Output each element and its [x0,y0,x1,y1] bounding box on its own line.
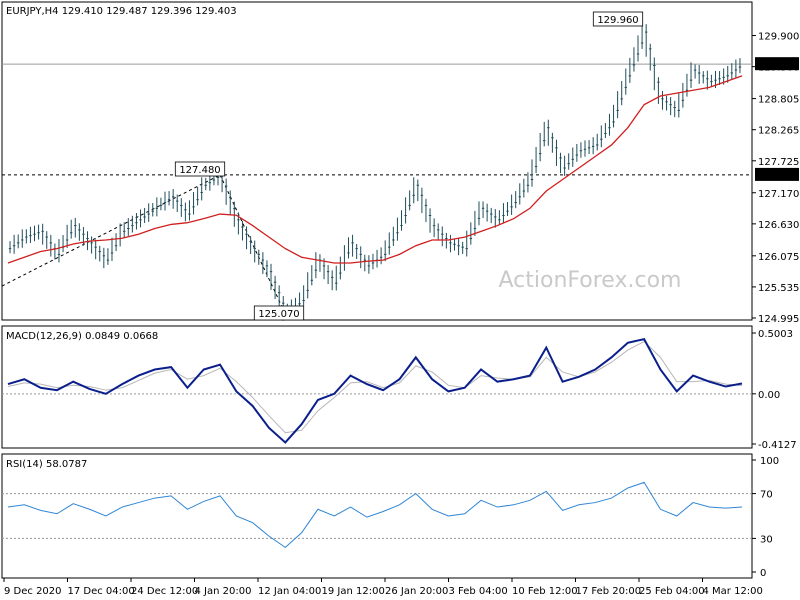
price-candles-layer [8,24,742,321]
macd-tick-label: 0.5003 [758,329,793,340]
x-tick-label: 9 Dec 2020 [4,586,62,597]
rsi-tick-label: 0 [760,568,766,579]
rsi-tick-label: 100 [760,456,779,467]
macd-line [7,337,743,444]
rsi-line [7,481,743,548]
price-lines-layer [7,75,743,264]
price-tick-label: 125.535 [758,283,799,294]
rsi-tick-label: 30 [760,534,773,545]
rsi-tick-label: 70 [760,490,773,501]
macd-axis-layer: 0.5003 0.00 -0.4127 [752,329,797,451]
rsi-panel-frame [1,453,753,579]
x-tick-label: 24 Dec 12:00 [131,586,198,597]
price-annotations-layer: 127.480 125.070 129.960 [174,11,644,321]
x-tick-label: 4 Jan 20:00 [195,586,252,597]
rsi-header: RSI(14) 58.0787 [6,459,87,470]
x-tick-label: 3 Feb 04:00 [449,586,508,597]
price-tick-label: 124.995 [758,314,799,325]
annotation-low-box [253,305,305,321]
annotation-low-label: 125.070 [258,309,299,320]
price-tick-label: 128.805 [758,95,799,106]
macd-panel-frame [1,325,753,449]
support-level-badge [755,167,799,181]
macd-header: MACD(12,26,9) 0.0849 0.0668 [6,331,158,342]
price-tick-label: 127.170 [758,189,799,200]
current-price-badge-text: 129.403 [756,59,797,70]
trend-line-down [219,174,286,314]
x-tick-label: 26 Jan 20:00 [385,586,448,597]
price-tick-label: 126.630 [758,220,799,231]
price-grid-layer [1,63,752,314]
watermark-text: ActionForex.com [499,268,682,293]
x-tick-label: 4 Mar 12:00 [703,586,763,597]
x-tick-label: 12 Jan 04:00 [258,586,321,597]
moving-average-line [7,75,743,264]
price-tick-label: 128.265 [758,126,799,137]
price-tick-label: 129.900 [758,32,799,43]
annotation-peak-label: 129.960 [597,15,638,26]
rsi-axis-layer: 100 70 30 0 [752,456,779,579]
x-tick-label: 10 Feb 12:00 [512,586,578,597]
rsi-layer [2,481,752,548]
x-tick-label: 17 Feb 20:00 [576,586,642,597]
trend-line-up [1,174,221,287]
current-price-badge [755,57,799,71]
annotation-high-label: 127.480 [179,165,220,176]
price-header: EURJPY,H4 129.410 129.487 129.396 129.40… [6,6,237,17]
price-tick-label: 126.075 [758,252,799,263]
support-level-badge-text: 127.480 [756,170,797,181]
price-tick-label: 127.725 [758,157,799,168]
x-tick-label: 17 Dec 04:00 [68,586,135,597]
x-tick-label: 19 Jan 12:00 [322,586,385,597]
price-axis-layer: 129.900129.360128.805128.265127.725127.1… [752,32,799,325]
macd-tick-label: -0.4127 [758,440,797,451]
macd-signal-line [7,340,743,434]
annotation-peak-box [592,11,644,27]
x-tick-label: 25 Feb 04:00 [639,586,705,597]
macd-layer [2,337,752,444]
macd-tick-label: 0.00 [758,390,780,401]
annotation-high-box [174,161,226,177]
